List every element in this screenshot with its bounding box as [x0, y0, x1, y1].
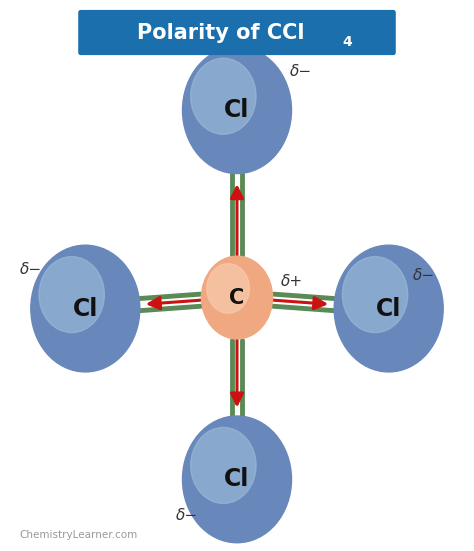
Circle shape: [207, 263, 249, 313]
Text: δ+: δ+: [281, 273, 302, 289]
Text: 4: 4: [343, 35, 352, 49]
Circle shape: [201, 256, 273, 339]
Text: δ−: δ−: [176, 507, 198, 523]
Text: ChemistryLearner.com: ChemistryLearner.com: [19, 530, 137, 540]
Text: Cl: Cl: [376, 296, 401, 321]
Text: δ−: δ−: [20, 262, 42, 278]
Circle shape: [182, 47, 292, 174]
FancyBboxPatch shape: [78, 10, 396, 55]
Text: Cl: Cl: [73, 296, 98, 321]
Text: Cl: Cl: [224, 98, 250, 122]
Circle shape: [342, 257, 408, 333]
Circle shape: [191, 58, 256, 134]
Text: Cl: Cl: [224, 467, 250, 491]
Circle shape: [31, 245, 140, 372]
Circle shape: [39, 257, 104, 333]
Text: Polarity of CCl: Polarity of CCl: [137, 23, 304, 42]
Circle shape: [182, 416, 292, 543]
Text: δ−: δ−: [413, 268, 435, 283]
Circle shape: [191, 428, 256, 504]
Text: δ−: δ−: [290, 64, 312, 79]
Circle shape: [334, 245, 443, 372]
Text: C: C: [229, 288, 245, 307]
